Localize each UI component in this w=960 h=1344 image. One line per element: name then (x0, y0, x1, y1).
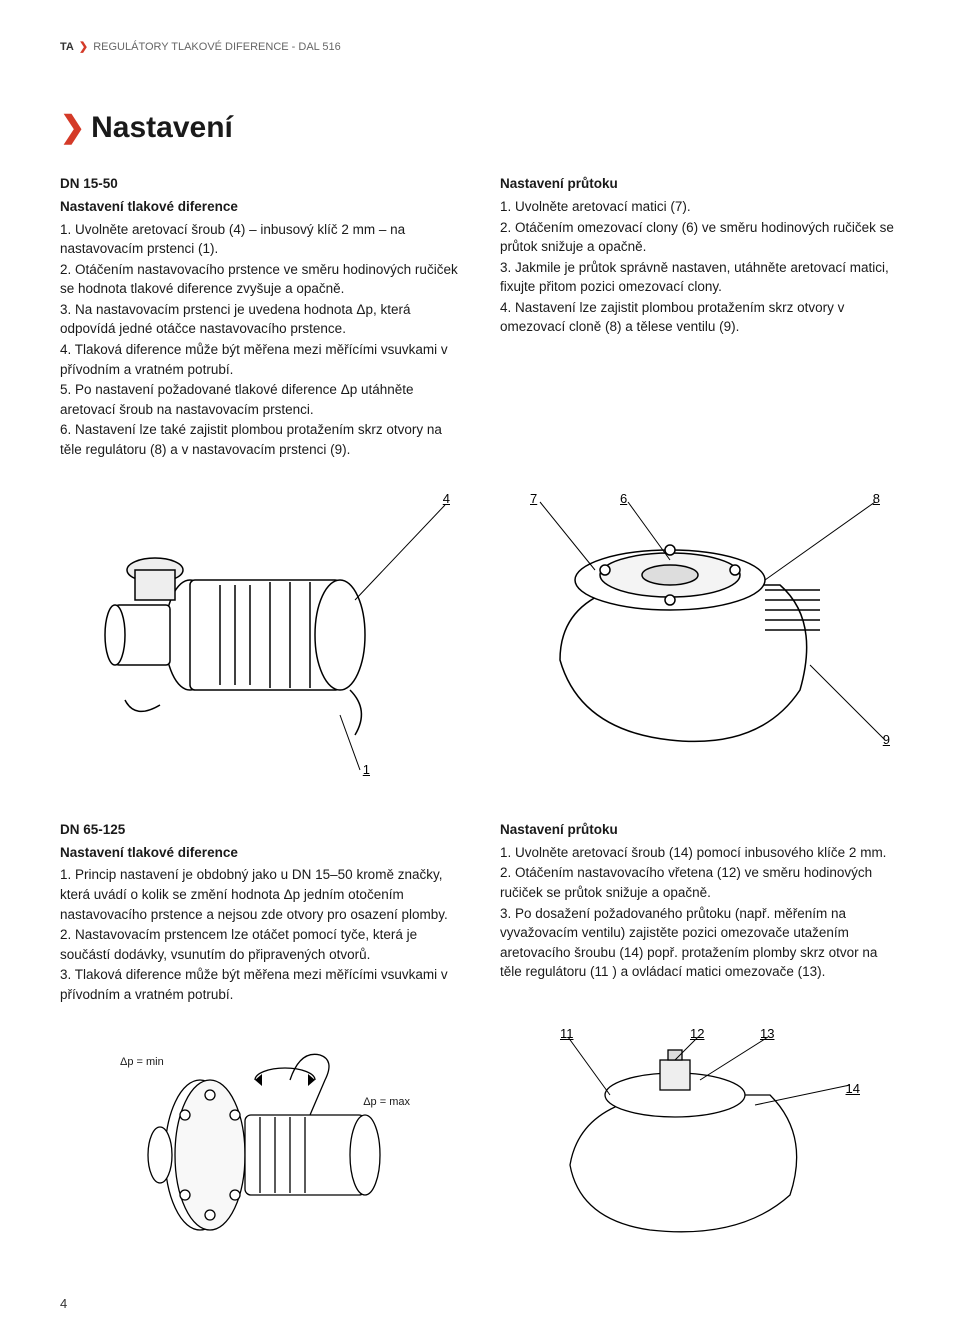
list-item: 4. Nastavení lze zajistit plombou protaž… (500, 298, 900, 337)
callout-label: 9 (883, 731, 890, 750)
list-item: 5. Po nastavení požadované tlakové difer… (60, 380, 460, 419)
section-title: ❯ Nastavení (60, 106, 900, 150)
list-item: 3. Po dosažení požadovaného průtoku (nap… (500, 904, 900, 982)
list-item: 3. Jakmile je průtok správně nastaven, u… (500, 258, 900, 297)
figure-row-2: Δp = min Δp = max (60, 1025, 900, 1245)
delta-min-label: Δp = min (120, 1055, 164, 1071)
list-item: 3. Tlaková diference může být měřena mez… (60, 965, 460, 1004)
chevron-icon: ❯ (79, 41, 88, 53)
model-label: DN 15-50 (60, 174, 460, 194)
chevron-icon: ❯ (60, 106, 85, 150)
title-text: Nastavení (91, 106, 233, 150)
figure-1: 4 1 (60, 490, 460, 780)
block-1-right: Nastavení průtoku 1. Uvolněte aretovací … (500, 174, 900, 460)
diagram-icon (500, 1025, 900, 1245)
figure-4: 11 12 13 14 (500, 1025, 900, 1245)
list-item: 4. Tlaková diference může být měřena mez… (60, 340, 460, 379)
callout-label: 7 (530, 490, 537, 509)
callout-label: 8 (873, 490, 880, 509)
block-2: DN 65-125 Nastavení tlakové diference 1.… (60, 820, 900, 1005)
list-item: 1. Uvolněte aretovací šroub (4) – inbuso… (60, 220, 460, 259)
instruction-list: 1. Uvolněte aretovací matici (7). 2. Otá… (500, 197, 900, 337)
header-text: REGULÁTORY TLAKOVÉ DIFERENCE - DAL 516 (93, 41, 341, 53)
list-item: 1. Uvolněte aretovací matici (7). (500, 197, 900, 217)
list-item: 6. Nastavení lze také zajistit plombou p… (60, 420, 460, 459)
callout-label: 12 (690, 1025, 704, 1044)
block-1: DN 15-50 Nastavení tlakové diference 1. … (60, 174, 900, 460)
subheading: Nastavení tlakové diference (60, 843, 460, 863)
model-label: DN 65-125 (60, 820, 460, 840)
instruction-list: 1. Princip nastavení je obdobný jako u D… (60, 865, 460, 1004)
list-item: 1. Princip nastavení je obdobný jako u D… (60, 865, 460, 924)
list-item: 1. Uvolněte aretovací šroub (14) pomocí … (500, 843, 900, 863)
diagram-icon (500, 490, 900, 780)
block-1-left: DN 15-50 Nastavení tlakové diference 1. … (60, 174, 460, 460)
callout-label: 11 (560, 1025, 574, 1044)
list-item: 2. Nastavovacím prstencem lze otáčet pom… (60, 925, 460, 964)
callout-label: 1 (363, 761, 370, 780)
list-item: 2. Otáčením omezovací clony (6) ve směru… (500, 218, 900, 257)
page-number: 4 (60, 1295, 900, 1314)
subheading: Nastavení tlakové diference (60, 197, 460, 217)
figure-3: Δp = min Δp = max (60, 1025, 460, 1245)
subheading: Nastavení průtoku (500, 820, 900, 840)
list-item: 2. Otáčením nastavovacího prstence ve sm… (60, 260, 460, 299)
callout-label: 4 (443, 490, 450, 509)
block-2-left: DN 65-125 Nastavení tlakové diference 1.… (60, 820, 460, 1005)
callout-label: 6 (620, 490, 627, 509)
figure-row-1: 4 1 (60, 490, 900, 780)
block-2-right: Nastavení průtoku 1. Uvolněte aretovací … (500, 820, 900, 1005)
delta-max-label: Δp = max (363, 1095, 410, 1111)
callout-label: 14 (846, 1080, 860, 1099)
subheading: Nastavení průtoku (500, 174, 900, 194)
list-item: 3. Na nastavovacím prstenci je uvedena h… (60, 300, 460, 339)
list-item: 2. Otáčením nastavovacího vřetena (12) v… (500, 863, 900, 902)
diagram-icon (60, 490, 460, 780)
brand-text: TA (60, 41, 74, 53)
callout-label: 13 (760, 1025, 774, 1044)
figure-2: 7 6 8 9 (500, 490, 900, 780)
page-header: TA ❯ REGULÁTORY TLAKOVÉ DIFERENCE - DAL … (60, 40, 900, 56)
instruction-list: 1. Uvolněte aretovací šroub (4) – inbuso… (60, 220, 460, 460)
instruction-list: 1. Uvolněte aretovací šroub (14) pomocí … (500, 843, 900, 982)
